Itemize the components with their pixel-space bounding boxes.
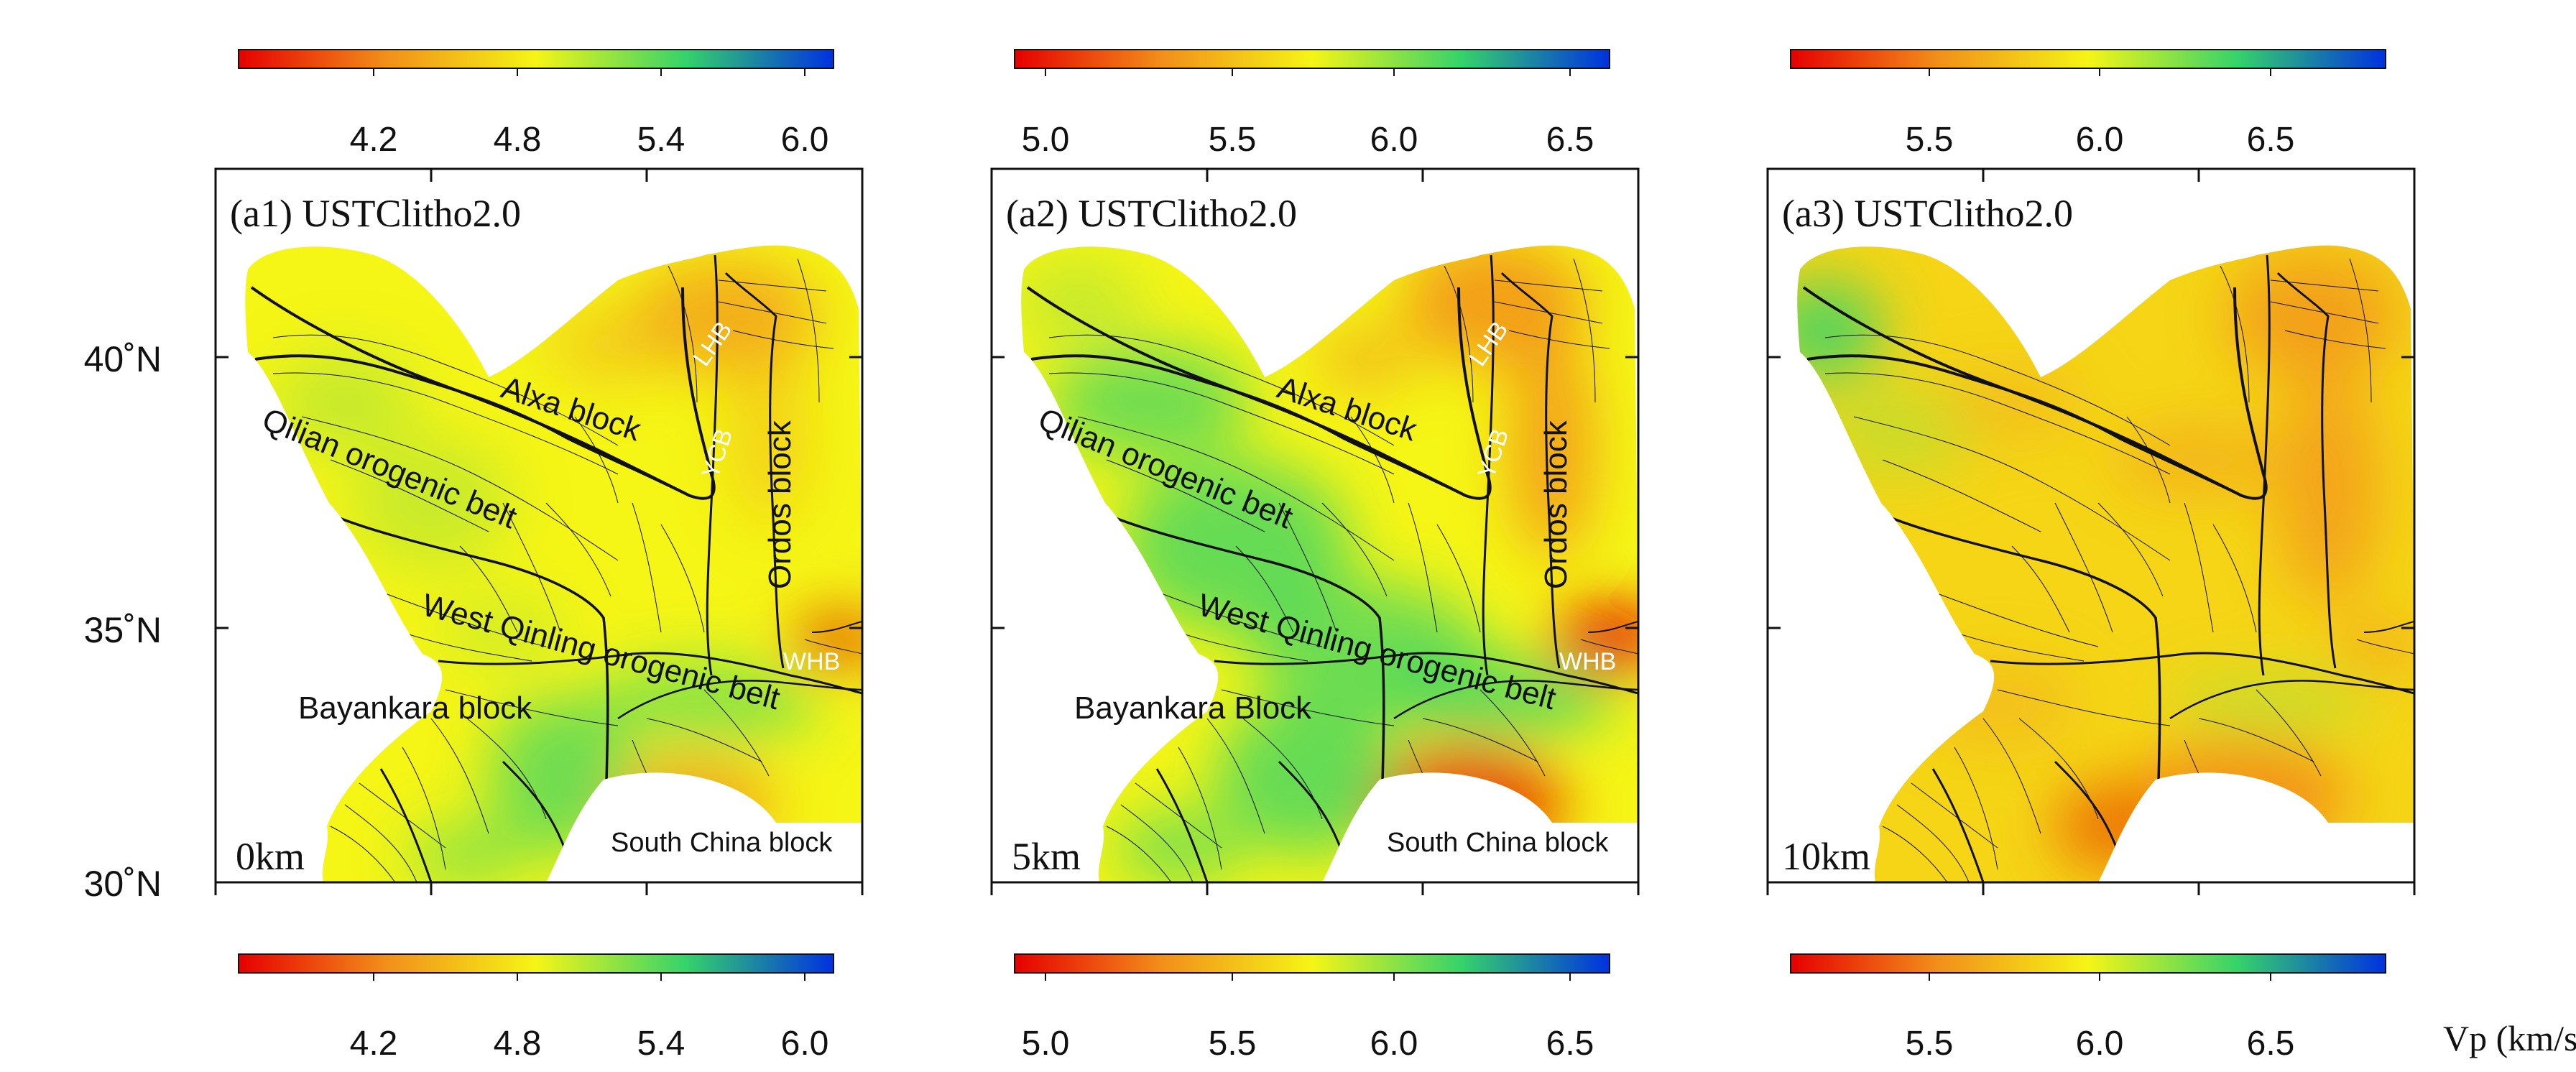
- colorbar-tick-label: 5.0: [1022, 121, 1070, 159]
- colorbar-top-a1: [238, 49, 834, 69]
- panel-a1: 4.2 4.8 5.4 6.0 (a1) USTClit: [84, 49, 864, 1063]
- colorbar-tick-label: 6.0: [1370, 1025, 1418, 1063]
- colorbar-tick-label: 4.2: [350, 1025, 398, 1063]
- colorbar-tick-label: 4.8: [494, 121, 542, 159]
- colorbar-unit-label: Vp (km/s): [2443, 1018, 2576, 1058]
- colorbar-tick-label: 5.5: [1906, 1025, 1954, 1063]
- colorbar-top-ticks-a1: [373, 68, 805, 76]
- colorbar-bottom-a1: [238, 953, 834, 974]
- block-label-ordos: Ordos block: [762, 420, 798, 589]
- panel-title-a1: (a1) USTClitho2.0: [230, 192, 521, 235]
- block-label-scb: SCB: [1414, 792, 1464, 819]
- colorbar-tick-label: 6.5: [1546, 121, 1594, 159]
- colorbar-tick-label: 4.2: [350, 121, 398, 159]
- block-label-south-china: South China block: [1387, 828, 1609, 858]
- latitude-label-40n: 40˚N: [84, 339, 162, 379]
- colorbar-tick-label: 6.0: [1370, 121, 1418, 159]
- colorbar-tick-label: 6.0: [2076, 1025, 2124, 1063]
- block-label-whb: WHB: [783, 648, 840, 675]
- colorbar-tick-label: 5.5: [1209, 1025, 1257, 1063]
- panel-a2: 5.0 5.5 6.0 6.5 (a2: [990, 49, 1640, 1063]
- panel-title-a2: (a2) USTClitho2.0: [1006, 192, 1297, 235]
- colorbar-top-a2: [1014, 49, 1610, 69]
- block-label-scb: SCB: [638, 792, 688, 819]
- depth-label-a2: 5km: [1012, 835, 1081, 878]
- block-label-bayankara: Bayankara Block: [1074, 690, 1312, 726]
- colorbar-tick-label: 5.5: [1906, 121, 1954, 159]
- colorbar-tick-label: 5.5: [1209, 121, 1257, 159]
- colorbar-tick-label: 5.0: [1022, 1025, 1070, 1063]
- block-label-bayankara: Bayankara block: [298, 690, 532, 726]
- colorbar-bottom-a3: [1790, 953, 2386, 974]
- colorbar-tick-label: 4.8: [494, 1025, 542, 1063]
- latitude-label-30n: 30˚N: [84, 864, 162, 904]
- panel-a3: 5.5 6.0 6.5 (a3) USTClitho2.0: [1766, 49, 2576, 1063]
- colorbar-tick-label: 6.5: [1546, 1025, 1594, 1063]
- colorbar-tick-label: 6.0: [781, 121, 829, 159]
- depth-label-a3: 10km: [1782, 835, 1870, 878]
- velocity-field-a3: [1797, 245, 2414, 883]
- colorbar-tick-label: 6.0: [781, 1025, 829, 1063]
- colorbar-tick-label: 6.5: [2247, 121, 2295, 159]
- colorbar-tick-label: 5.4: [637, 121, 685, 159]
- colorbar-bottom-a2: [1014, 953, 1610, 974]
- block-label-south-china: South China block: [611, 828, 833, 858]
- colorbar-tick-label: 6.5: [2247, 1025, 2295, 1063]
- panel-title-a3: (a3) USTClitho2.0: [1782, 192, 2073, 235]
- depth-label-a1: 0km: [236, 835, 305, 878]
- block-label-ordos: Ordos block: [1538, 420, 1574, 589]
- latitude-label-35n: 35˚N: [84, 610, 162, 650]
- colorbar-tick-label: 5.4: [637, 1025, 685, 1063]
- colorbar-tick-label: 6.0: [2076, 121, 2124, 159]
- block-label-whb: WHB: [1559, 648, 1616, 675]
- colorbar-top-a3: [1790, 49, 2386, 69]
